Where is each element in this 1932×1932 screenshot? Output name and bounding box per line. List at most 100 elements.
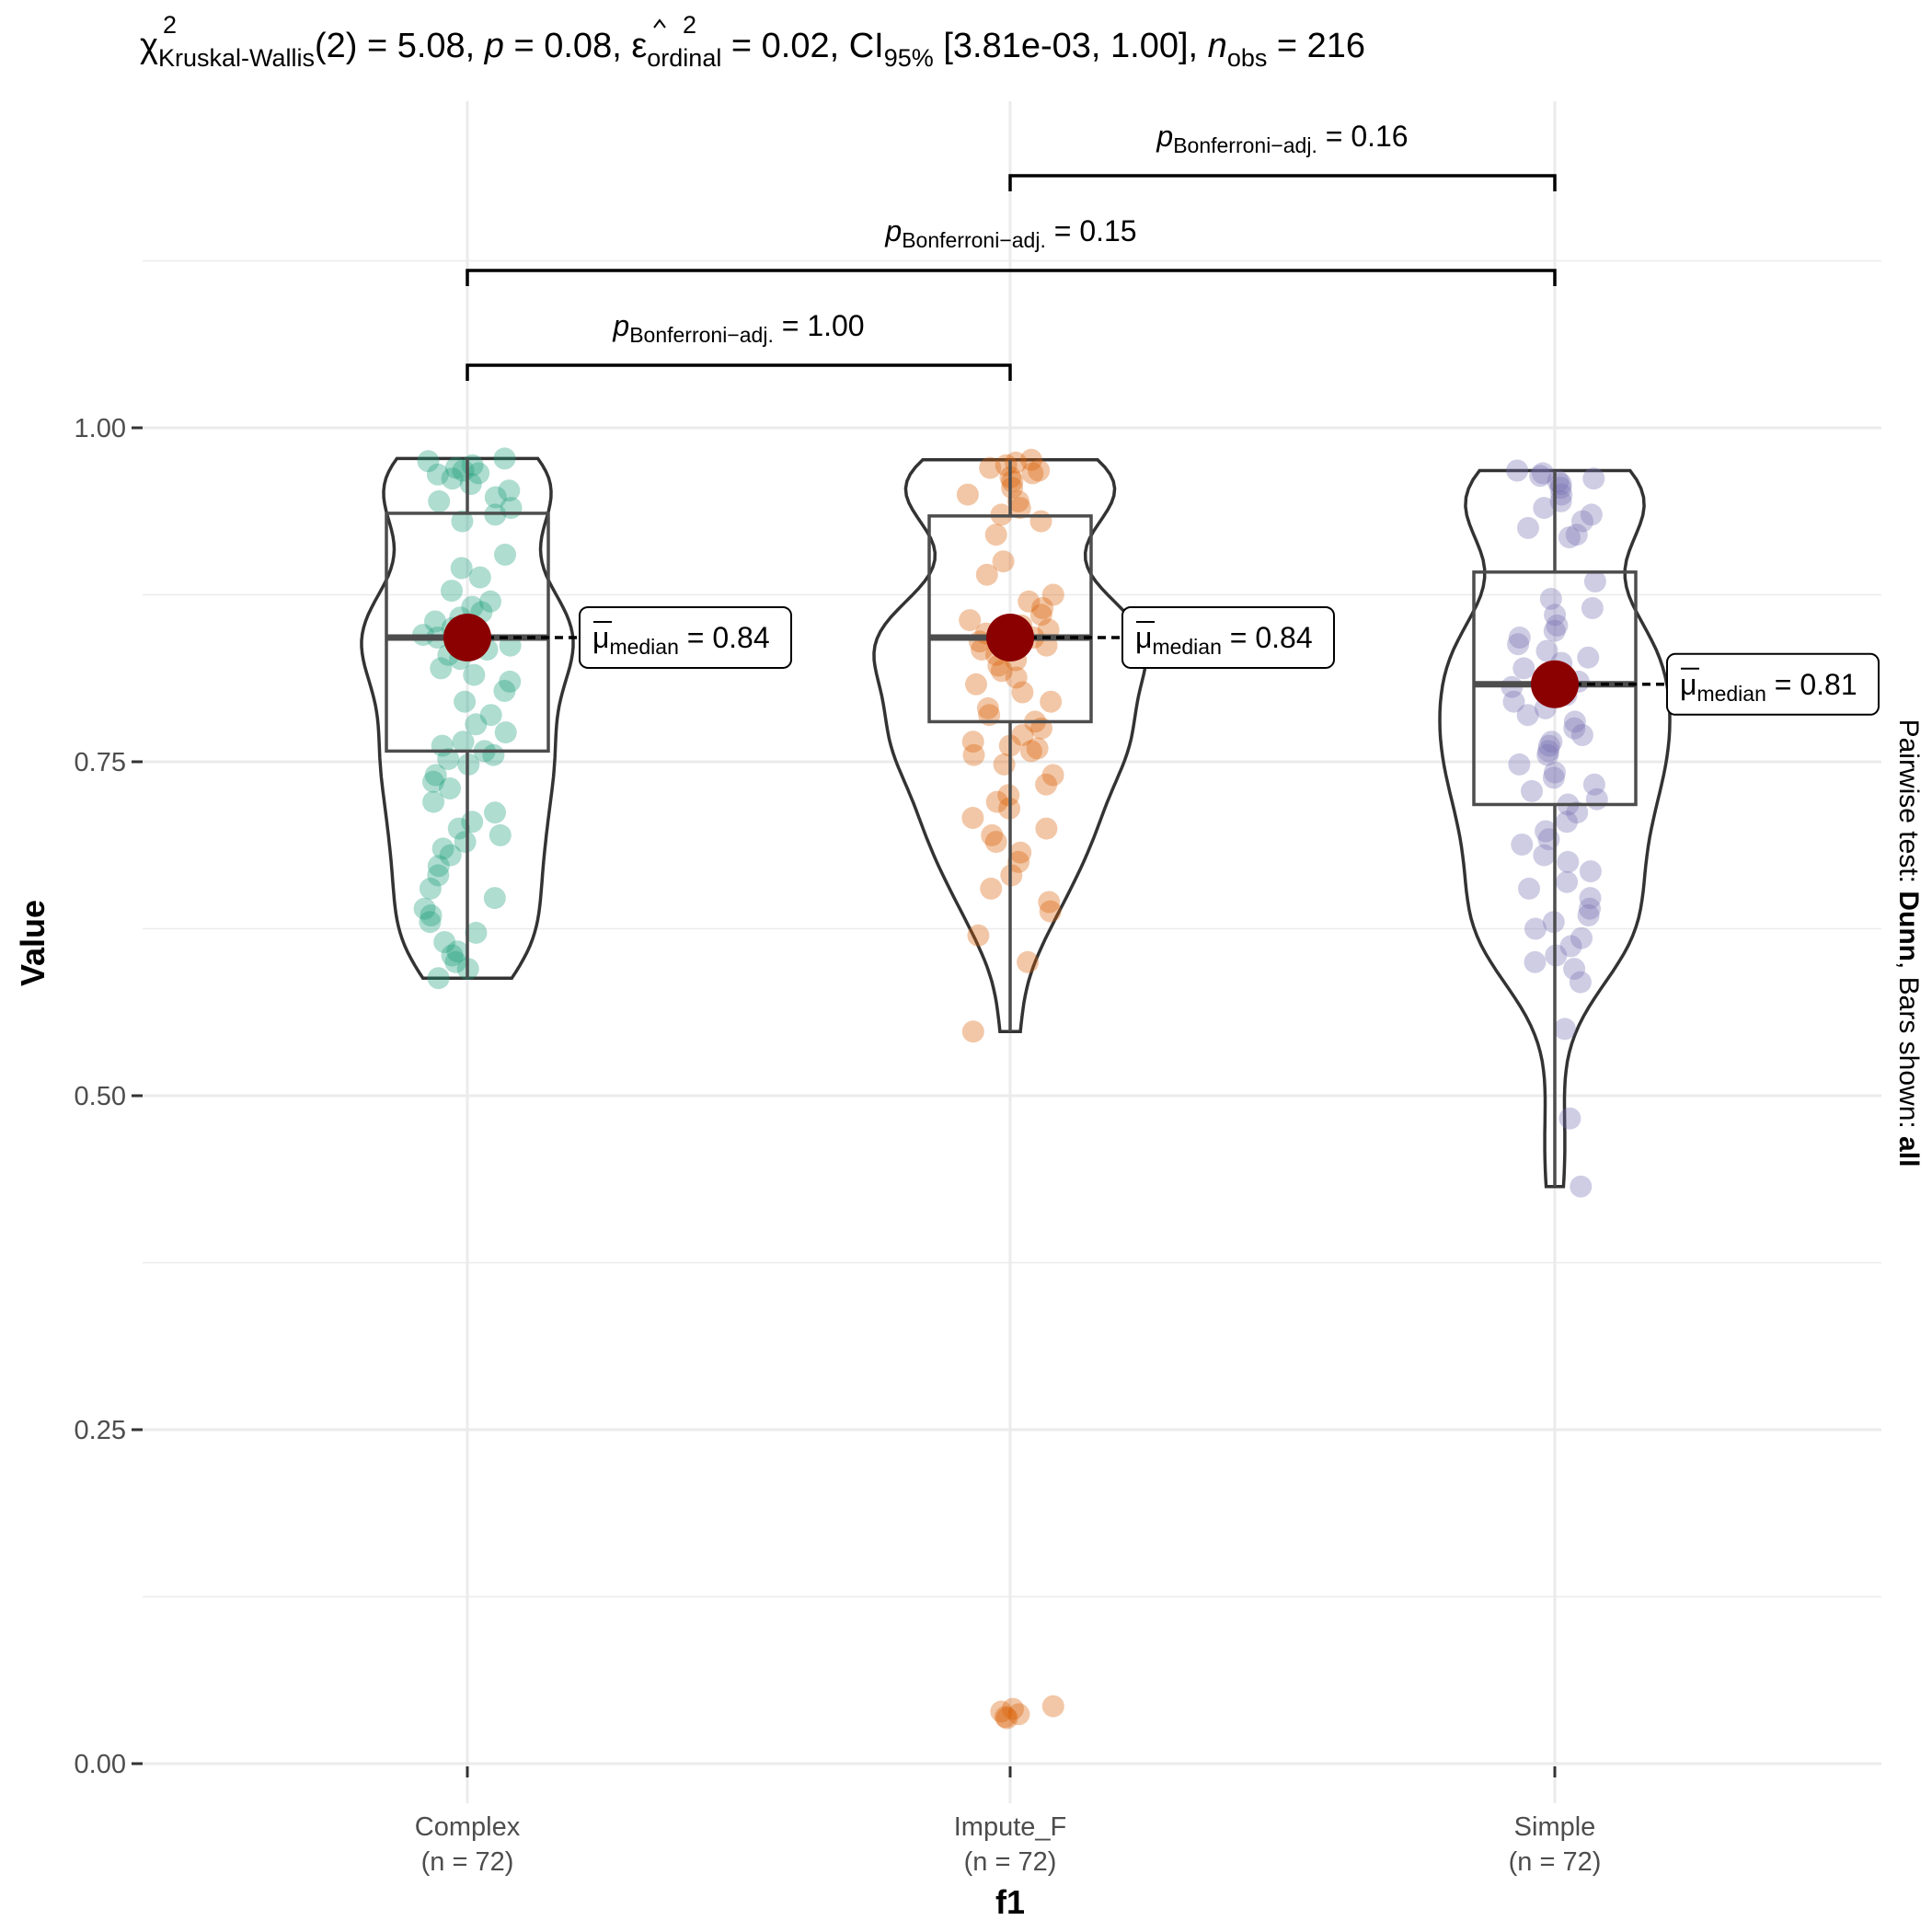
data-point — [479, 590, 501, 613]
data-point — [439, 777, 461, 799]
data-point — [1518, 877, 1540, 900]
note-prefix: Pairwise test: — [1893, 719, 1924, 891]
data-point — [489, 823, 512, 846]
data-point — [444, 456, 467, 479]
data-point — [1011, 681, 1034, 704]
data-point — [1018, 590, 1041, 613]
data-point — [1563, 710, 1586, 733]
data-point — [422, 790, 445, 813]
data-point — [1579, 887, 1602, 910]
chi-subscript: Kruskal-Wallis — [158, 44, 315, 72]
data-point — [984, 523, 1007, 546]
data-point — [1539, 587, 1562, 610]
mu-symbol: μ — [1680, 668, 1696, 701]
data-point — [493, 680, 516, 702]
data-point — [1536, 743, 1559, 766]
pairwise-brackets: pBonferroni−adj. = 1.00 pBonferroni−adj. … — [466, 120, 1557, 381]
data-point — [499, 670, 522, 693]
data-point — [1524, 950, 1547, 973]
data-point — [433, 931, 456, 953]
data-point — [424, 764, 447, 787]
data-point — [1028, 459, 1051, 482]
data-point — [994, 1706, 1017, 1729]
violin-outline — [1438, 468, 1672, 1189]
x-tick-count-label: (n = 72) — [421, 1847, 514, 1877]
data-point — [959, 609, 982, 632]
data-point — [1521, 779, 1543, 802]
data-point — [422, 770, 444, 793]
data-point — [1570, 926, 1593, 949]
data-point — [1582, 467, 1605, 490]
data-point — [985, 790, 1008, 813]
grid-lines — [143, 101, 1881, 1803]
data-point — [441, 467, 464, 490]
data-point — [1019, 740, 1042, 763]
group-complex: μmedian = 0.84 — [360, 447, 792, 990]
note-bars: all — [1893, 1136, 1924, 1167]
p-symbol: p — [884, 214, 902, 247]
data-point — [1570, 1175, 1593, 1198]
n-text: = 216 — [1267, 27, 1365, 65]
y-tick-label: 0.50 — [75, 1082, 126, 1111]
data-point — [419, 877, 442, 900]
box-iqr — [1472, 570, 1638, 807]
pairwise-bracket: pBonferroni−adj. = 1.00 — [466, 309, 1012, 381]
y-tick-label: 1.00 — [75, 414, 126, 443]
violin-outline — [872, 458, 1148, 1034]
data-point — [1543, 619, 1566, 642]
median-label: μmedian = 0.84 — [579, 605, 792, 669]
note-test: Dunn — [1893, 891, 1924, 961]
median-point — [443, 613, 491, 661]
data-points — [1501, 459, 1608, 1198]
epsilon-superscript: 2 — [683, 11, 696, 39]
data-point — [413, 897, 436, 920]
mu-symbol: μ — [592, 621, 609, 654]
data-point — [424, 610, 446, 633]
data-point — [483, 887, 506, 910]
data-point — [498, 479, 521, 502]
data-point — [961, 730, 984, 753]
data-point — [1547, 470, 1570, 493]
ci-text: [3.81e-03, 1.00], — [934, 27, 1208, 65]
x-tick-label: Complex — [415, 1812, 521, 1842]
data-point — [1017, 950, 1040, 973]
pairwise-test-note: Pairwise test: Dunn, Bars shown: all — [1893, 719, 1924, 1167]
data-point — [997, 784, 1020, 807]
data-point — [1566, 801, 1589, 824]
data-point — [1039, 900, 1062, 923]
data-point — [980, 877, 1003, 900]
data-point — [465, 921, 488, 944]
data-point — [1544, 604, 1567, 627]
data-point — [494, 721, 517, 744]
data-point — [427, 855, 450, 878]
data-point — [1517, 516, 1539, 539]
mu-subscript: median — [609, 635, 678, 659]
data-point — [484, 801, 506, 824]
data-point — [1558, 526, 1581, 549]
data-point — [979, 456, 1002, 479]
y-tick-label: 0.75 — [75, 748, 126, 777]
pairwise-bracket: pBonferroni−adj. = 0.16 — [1008, 120, 1557, 191]
chart-title: χKruskal-Wallis(2) = 5.08, p = 0.08, εor… — [140, 27, 1365, 72]
median-label-box — [1666, 652, 1880, 716]
data-point — [1021, 462, 1044, 485]
data-point — [1563, 958, 1586, 981]
box-iqr — [385, 512, 550, 753]
data-point — [1556, 811, 1578, 834]
data-point — [1585, 788, 1608, 811]
data-point — [990, 660, 1013, 683]
data-point — [1040, 690, 1063, 713]
data-point — [995, 1707, 1018, 1730]
median-label-text: μmedian = 0.81 — [1680, 668, 1857, 706]
data-point — [1001, 477, 1024, 500]
box-iqr — [927, 514, 1093, 724]
data-point — [1537, 734, 1560, 757]
data-point — [451, 510, 474, 533]
data-point — [1570, 724, 1593, 746]
data-point — [1506, 459, 1529, 482]
data-point — [1041, 583, 1064, 606]
median-point — [986, 613, 1034, 661]
p-value: = 1.00 — [774, 309, 865, 342]
n-subscript: obs — [1227, 44, 1268, 72]
